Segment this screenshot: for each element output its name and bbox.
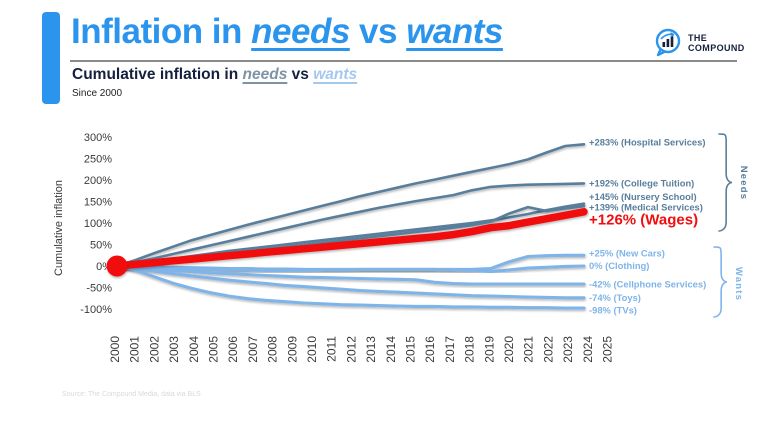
series-line-college-tuition — [115, 182, 586, 268]
title-prefix: Inflation in — [71, 12, 252, 51]
subtitle-needs: needs — [242, 66, 288, 83]
subtitle-wants: wants — [313, 66, 358, 83]
x-tick-label: 2023 — [561, 336, 575, 363]
x-tick-label: 2006 — [226, 336, 240, 363]
logo-bar-1 — [662, 42, 666, 47]
start-marker-dot — [106, 255, 128, 277]
source-note: Source: The Compound Media, data via BLS — [62, 391, 201, 398]
series-label-clothing: 0% (Clothing) — [589, 260, 649, 271]
x-tick-label: 2001 — [128, 336, 142, 363]
x-tick-label: 2007 — [246, 336, 260, 363]
compound-logo-text: THE COMPOUND — [688, 33, 745, 53]
y-tick-label: -100% — [80, 304, 112, 316]
x-tick-label: 2013 — [364, 336, 378, 363]
x-tick-label: 2022 — [541, 336, 555, 363]
page-title: Inflation in needs vs wants — [71, 12, 503, 52]
compound-logo: THE COMPOUND — [652, 27, 745, 59]
x-tick-label: 2024 — [581, 336, 595, 363]
x-tick-label: 2010 — [305, 336, 319, 363]
x-tick-label: 2025 — [601, 336, 615, 363]
logo-line-1: THE — [688, 33, 708, 43]
series-label-cellphone-services: -42% (Cellphone Services) — [589, 278, 706, 289]
x-tick-label: 2005 — [207, 336, 221, 363]
needs-brace — [718, 133, 733, 232]
y-tick-label: 200% — [84, 175, 112, 187]
series-label-new-cars: +25% (New Cars) — [589, 247, 665, 258]
x-tick-label: 2020 — [502, 336, 516, 363]
x-tick-label: 2002 — [147, 336, 161, 363]
x-tick-label: 2012 — [344, 336, 358, 363]
series-label-wages: +126% (Wages) — [589, 211, 698, 228]
series-line-hospital-services — [115, 143, 586, 268]
title-accent-bar — [42, 12, 60, 104]
x-tick-label: 2000 — [108, 336, 122, 363]
x-tick-label: 2011 — [325, 336, 339, 362]
wants-brace — [713, 246, 728, 318]
chart-subtitle: Cumulative inflation in needs vs wants — [72, 66, 357, 84]
series-lines — [106, 143, 588, 310]
x-tick-label: 2008 — [266, 336, 280, 363]
x-tick-label: 2018 — [463, 336, 477, 363]
series-line-tvs — [115, 264, 586, 310]
title-wants: wants — [406, 12, 503, 51]
x-tick-label: 2004 — [187, 336, 201, 363]
series-label-tvs: -98% (TVs) — [589, 304, 637, 315]
series-line-wages — [113, 208, 588, 270]
y-tick-label: 100% — [84, 218, 112, 230]
x-tick-label: 2009 — [285, 336, 299, 363]
logo-bar-3 — [670, 36, 674, 47]
y-tick-label: 50% — [90, 240, 112, 252]
x-tick-label: 2015 — [404, 336, 418, 363]
header-divider — [70, 60, 737, 62]
logo-line-2: COMPOUND — [688, 43, 745, 53]
x-tick-label: 2016 — [423, 336, 437, 363]
series-label-hospital-services: +283% (Hospital Services) — [589, 137, 705, 148]
series-label-college-tuition: +192% (College Tuition) — [589, 178, 694, 189]
y-axis-title: Cumulative inflation — [53, 180, 65, 276]
series-line-clothing — [115, 264, 586, 274]
y-tick-label: 150% — [84, 197, 112, 209]
y-tick-label: 250% — [84, 154, 112, 166]
x-tick-label: 2014 — [384, 336, 398, 363]
y-tick-label: 300% — [84, 132, 112, 144]
title-needs: needs — [251, 12, 350, 51]
series-label-nursery-school: +145% (Nursery School) — [589, 191, 697, 202]
logo-bar-2 — [666, 39, 670, 47]
series-label-medical-services: +139% (Medical Services) — [589, 201, 703, 212]
subtitle-vs: vs — [287, 66, 314, 83]
x-tick-label: 2017 — [443, 336, 457, 363]
series-end-labels: +283% (Hospital Services) +192% (College … — [589, 137, 706, 316]
wants-group-label: Wants — [733, 267, 744, 301]
x-tick-label: 2003 — [167, 336, 181, 363]
series-line-toys — [115, 264, 586, 300]
since-label: Since 2000 — [72, 88, 123, 99]
x-tick-label: 2019 — [482, 336, 496, 363]
y-tick-label: -50% — [86, 283, 112, 295]
title-vs: vs — [349, 12, 407, 51]
series-line-cellphone-services — [115, 264, 586, 286]
needs-group-label: Needs — [738, 166, 749, 201]
compound-logo-icon — [655, 28, 681, 57]
subtitle-prefix: Cumulative inflation in — [72, 66, 243, 83]
x-tick-label: 2021 — [522, 336, 536, 363]
group-braces — [713, 133, 733, 318]
series-label-toys: -74% (Toys) — [589, 292, 641, 303]
